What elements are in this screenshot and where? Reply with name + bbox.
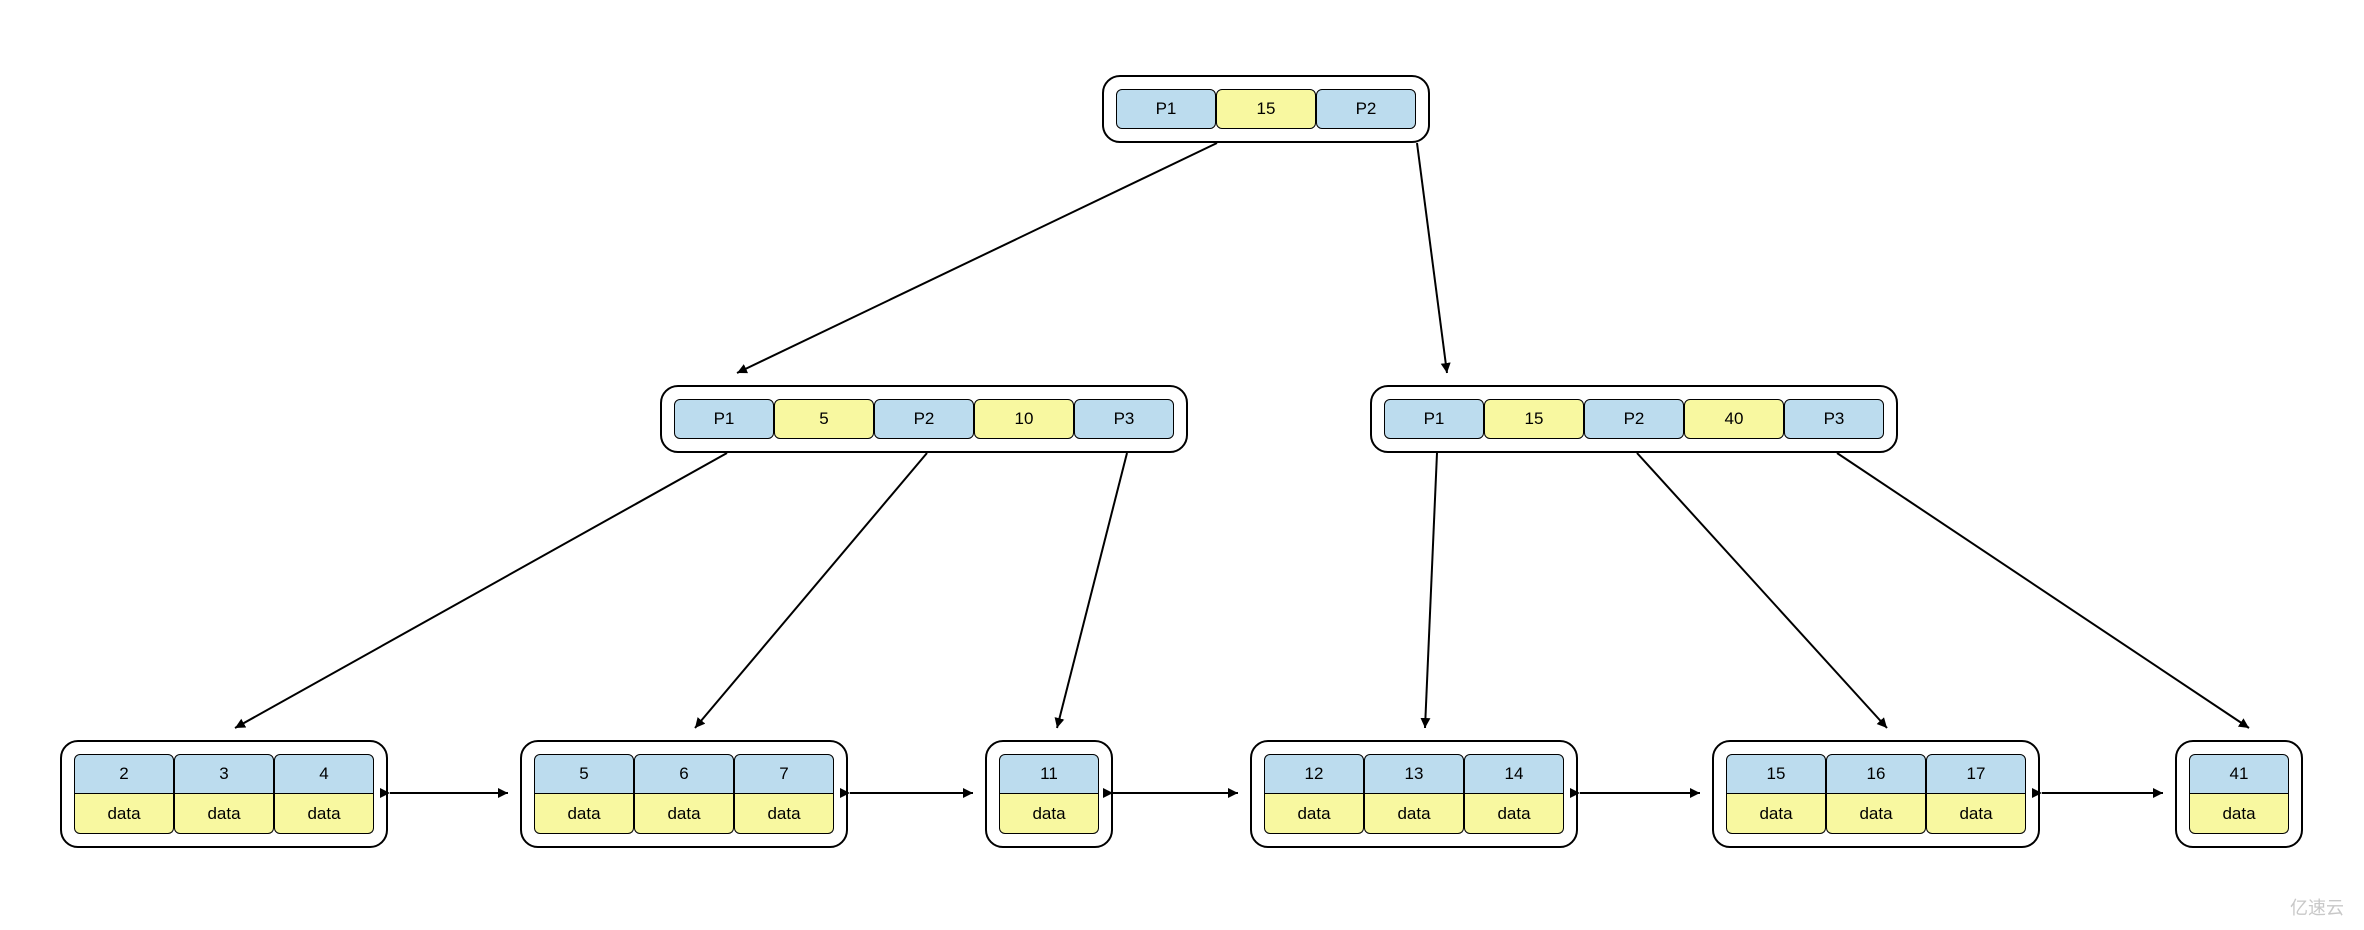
watermark: 亿速云 <box>2290 894 2344 920</box>
leaf-key: 16 <box>1826 754 1926 794</box>
leaf-key: 12 <box>1264 754 1364 794</box>
key-cell: 10 <box>974 399 1074 439</box>
leaf-data: data <box>1826 794 1926 834</box>
leaf-data: data <box>1726 794 1826 834</box>
leaf-data: data <box>1464 794 1564 834</box>
pointer-cell: P1 <box>674 399 774 439</box>
pointer-cell: P1 <box>1116 89 1216 129</box>
pointer-cell: P3 <box>1784 399 1884 439</box>
leaf-key: 13 <box>1364 754 1464 794</box>
leaf-key: 4 <box>274 754 374 794</box>
key-cell: 15 <box>1484 399 1584 439</box>
leaf-data: data <box>634 794 734 834</box>
internal-node-right: P1 15 P2 40 P3 <box>1370 385 1898 453</box>
leaf-key: 7 <box>734 754 834 794</box>
leaf-data: data <box>999 794 1099 834</box>
leaf-key: 6 <box>634 754 734 794</box>
leaf-key: 14 <box>1464 754 1564 794</box>
leaf-data: data <box>1364 794 1464 834</box>
leaf-node: 41 data <box>2175 740 2303 848</box>
leaf-node: 12 data 13 data 14 data <box>1250 740 1578 848</box>
leaf-data: data <box>174 794 274 834</box>
leaf-key: 17 <box>1926 754 2026 794</box>
leaf-data: data <box>734 794 834 834</box>
leaf-key: 3 <box>174 754 274 794</box>
leaf-node: 11 data <box>985 740 1113 848</box>
pointer-cell: P2 <box>1584 399 1684 439</box>
leaf-key: 11 <box>999 754 1099 794</box>
pointer-cell: P2 <box>1316 89 1416 129</box>
leaf-data: data <box>2189 794 2289 834</box>
leaf-key: 41 <box>2189 754 2289 794</box>
leaf-node: 15 data 16 data 17 data <box>1712 740 2040 848</box>
leaf-data: data <box>534 794 634 834</box>
leaf-data: data <box>274 794 374 834</box>
leaf-node: 5 data 6 data 7 data <box>520 740 848 848</box>
pointer-cell: P3 <box>1074 399 1174 439</box>
root-node: P1 15 P2 <box>1102 75 1430 143</box>
pointer-cell: P1 <box>1384 399 1484 439</box>
pointer-cell: P2 <box>874 399 974 439</box>
leaf-node: 2 data 3 data 4 data <box>60 740 388 848</box>
leaf-data: data <box>1926 794 2026 834</box>
internal-node-left: P1 5 P2 10 P3 <box>660 385 1188 453</box>
key-cell: 5 <box>774 399 874 439</box>
leaf-key: 15 <box>1726 754 1826 794</box>
key-cell: 40 <box>1684 399 1784 439</box>
leaf-data: data <box>74 794 174 834</box>
key-cell: 15 <box>1216 89 1316 129</box>
leaf-key: 5 <box>534 754 634 794</box>
leaf-data: data <box>1264 794 1364 834</box>
leaf-key: 2 <box>74 754 174 794</box>
